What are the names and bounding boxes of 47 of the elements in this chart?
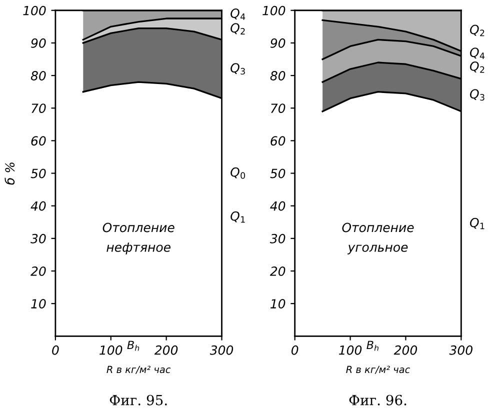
- text: Q$_{2}$: [470, 24, 484, 36]
- annotation: Отопление угольное: [342, 222, 414, 254]
- text: Q$_{4}$: [230, 8, 246, 20]
- text: Q$_{0}$: [230, 167, 246, 179]
- y-tick-label: 10: [270, 299, 286, 308]
- y-tick-label: 100: [23, 6, 46, 16]
- x-tick-label: 300: [449, 345, 472, 355]
- x-tick-label: 100: [100, 345, 122, 355]
- y-tick-label: 10: [31, 299, 46, 308]
- text: Q$_{3}$: [230, 63, 245, 75]
- y-tick-label: 70: [32, 104, 46, 114]
- y-tick-label: 60: [270, 136, 286, 146]
- x-tick-label: 300: [210, 345, 234, 355]
- y-tick-label: 100: [262, 6, 286, 16]
- y-tick-label: 90: [31, 38, 46, 48]
- x-tick-label: 0: [291, 345, 298, 355]
- text: Q$_{4}$: [470, 48, 485, 59]
- text: Фиг. 96.: [349, 394, 406, 406]
- text: Q$_{1}$: [470, 218, 484, 230]
- y-tick-label: 70: [271, 104, 286, 114]
- x-tick-label: 0: [52, 345, 59, 355]
- y-tick-label: 30: [270, 234, 286, 244]
- text: Q$_{1}$: [230, 211, 245, 223]
- y-tick-label: 50: [30, 168, 46, 178]
- text: Q$_{2}$: [230, 23, 245, 35]
- x-tick-label: 200: [394, 345, 418, 355]
- y-tick-label: 40: [270, 201, 286, 211]
- y-tick-label: 20: [270, 266, 286, 276]
- y-tick-label: 60: [31, 136, 46, 146]
- annotation: Отопление нефтяное: [102, 222, 174, 254]
- y-tick-label: 20: [30, 266, 46, 276]
- y-tick-label: 80: [270, 71, 286, 80]
- y-tick-label: 40: [30, 201, 46, 211]
- y-tick-label: 30: [30, 234, 46, 244]
- text: Q$_{2}$: [470, 61, 484, 73]
- text: Фиг. 95.: [110, 394, 167, 406]
- y-tick-label: 90: [270, 38, 286, 48]
- x-tick-label: 100: [338, 345, 362, 355]
- x-axis-title: R в кг/м² час: [346, 366, 410, 374]
- text: Q$_{3}$: [470, 89, 484, 101]
- text: B$_{h}$: [366, 340, 378, 351]
- x-tick-label: 200: [154, 345, 178, 355]
- text: B$_{h}$: [127, 340, 140, 351]
- y-tick-label: 80: [30, 71, 46, 80]
- y-axis-title: б %: [4, 162, 15, 185]
- y-tick-label: 50: [270, 168, 286, 178]
- x-axis-title: R в кг/м² час: [106, 366, 171, 374]
